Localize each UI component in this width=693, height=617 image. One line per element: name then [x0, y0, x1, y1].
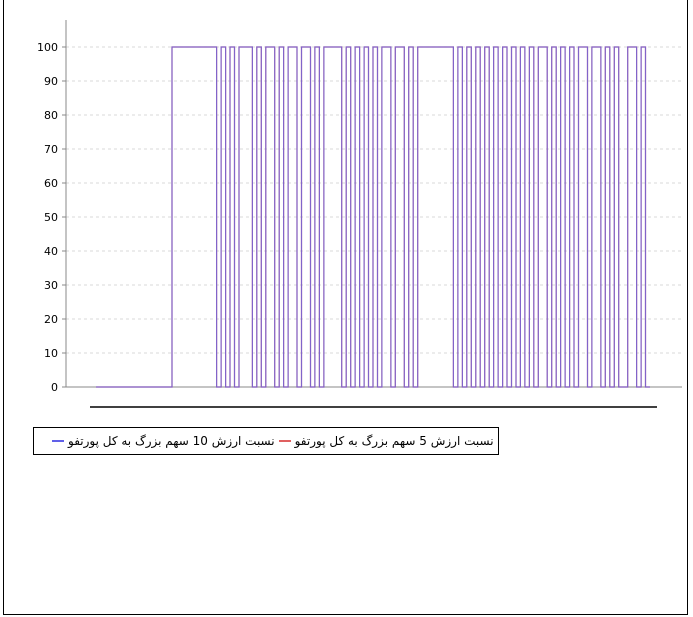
legend: نسبت ارزش 10 سهم بزرگ به کل پورتفو نسبت …: [33, 427, 499, 455]
y-tick-label: 100: [37, 41, 58, 54]
line-chart: 0 10 20 30 40 50 60 70 80 90 100: [37, 20, 682, 408]
y-tick-label: 20: [44, 313, 58, 326]
y-tick-label: 0: [51, 381, 58, 394]
y-tick-label: 50: [44, 211, 58, 224]
y-tick-label: 90: [44, 75, 58, 88]
series-line-top10: [96, 46, 650, 388]
grid-lines: [66, 46, 682, 354]
y-tick-label: 60: [44, 177, 58, 190]
series-lines: [96, 46, 650, 388]
y-tick-label: 30: [44, 279, 58, 292]
y-tick-label: 40: [44, 245, 58, 258]
legend-swatch-blue: [52, 440, 64, 442]
legend-label-top5: نسبت ارزش 5 سهم بزرگ به کل پورتفو: [294, 434, 494, 448]
chart-frame: [3, 0, 688, 615]
legend-item-top5: نسبت ارزش 5 سهم بزرگ به کل پورتفو: [275, 434, 494, 448]
legend-swatch-red: [278, 440, 291, 442]
y-tick-label: 10: [44, 347, 58, 360]
legend-item-top10: نسبت ارزش 10 سهم بزرگ به کل پورتفو: [48, 434, 275, 448]
y-tick-label: 70: [44, 143, 58, 156]
y-tick-label: 80: [44, 109, 58, 122]
legend-label-top10: نسبت ارزش 10 سهم بزرگ به کل پورتفو: [68, 434, 275, 448]
